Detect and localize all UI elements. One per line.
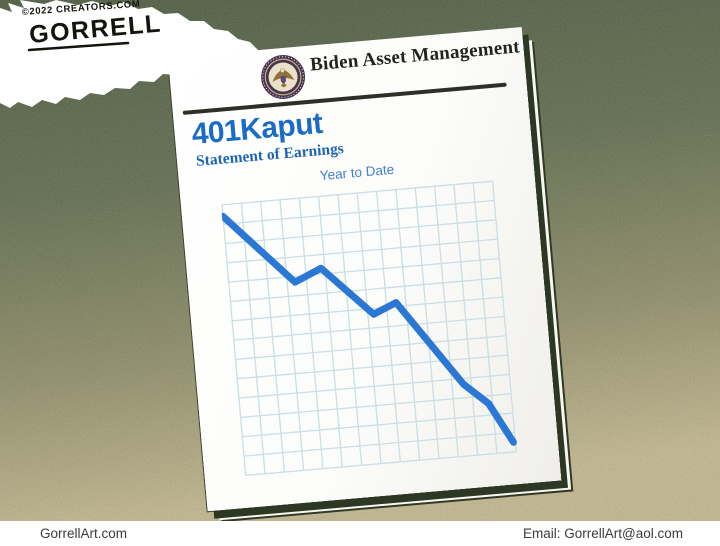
caption-bar: GorrellArt.com Email: GorrellArt@aol.com — [0, 521, 720, 546]
brand-title: Biden Asset Management — [309, 36, 521, 76]
signature-underline — [27, 41, 130, 52]
signature-cloud: ©2022 CREATORS.COM GORRELL — [0, 0, 258, 108]
chart-title: Year to Date — [319, 161, 395, 184]
statement-paper-stack: Biden Asset Management 401Kaput Statemen… — [168, 27, 572, 521]
statement-paper: Biden Asset Management 401Kaput Statemen… — [168, 27, 562, 512]
email-text: Email: GorrellArt@aol.com — [523, 526, 683, 541]
website-text: GorrellArt.com — [40, 526, 128, 541]
torn-paper-shape — [0, 0, 258, 108]
earnings-line — [220, 212, 517, 446]
presidential-seal-icon — [261, 55, 306, 100]
earnings-chart — [220, 180, 517, 477]
